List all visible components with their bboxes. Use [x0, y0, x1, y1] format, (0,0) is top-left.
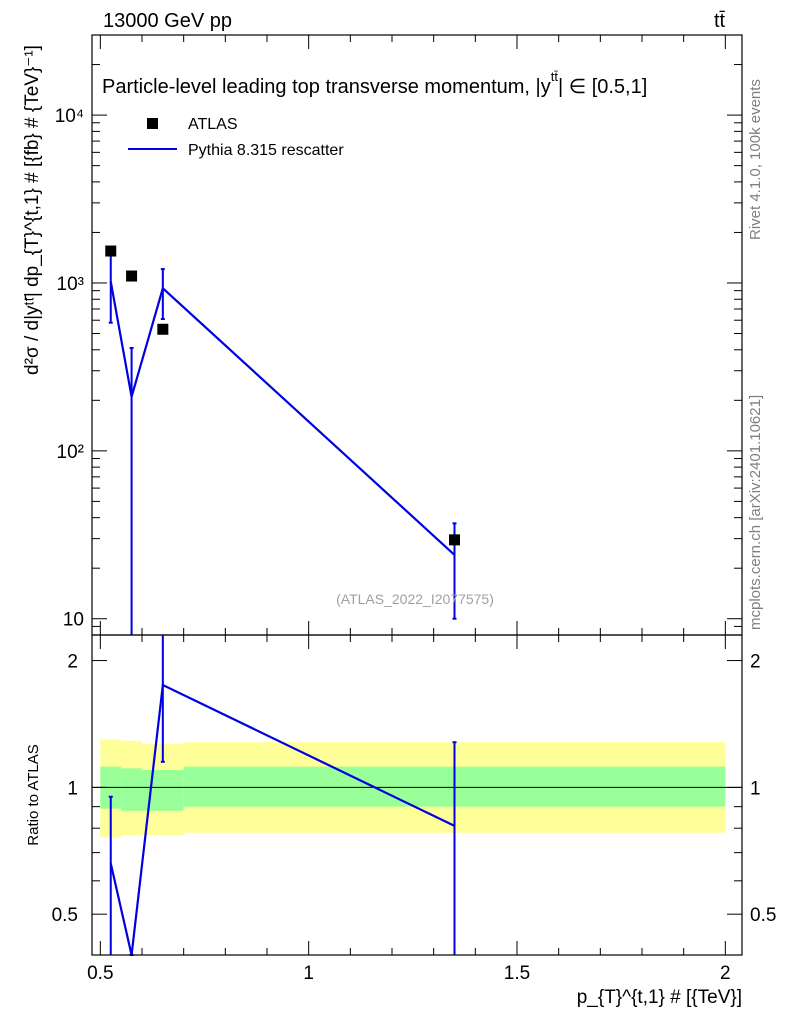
plot-title: Particle-level leading top transverse mo…: [102, 69, 647, 98]
x-tick-label: 1.5: [504, 963, 530, 984]
ratio-y-tick-label: 1: [67, 778, 78, 799]
analysis-watermark: (ATLAS_2022_I2077575): [336, 591, 494, 607]
ratio-y-tick-label-right: 1: [750, 778, 761, 799]
tick-labels: 0.5 1 1.5 2 10 10² 10³ 10⁴ 0.5 0.5 1 1 2 2: [52, 106, 777, 984]
plot-title-main: Particle-level leading top transverse mo…: [102, 76, 551, 98]
energy-label: 13000 GeV pp: [103, 10, 232, 32]
x-tick-label: 0.5: [87, 963, 113, 984]
legend-marker-atlas: [147, 118, 158, 129]
data-point: [126, 270, 138, 282]
main-y-axis-title: d²σ / d|yᵗᵗ̄| dp_{T}^{t,1} # [{fb} # {Te…: [22, 45, 43, 375]
y-tick-label: 10⁴: [55, 106, 84, 127]
ratio-y-axis-title: Ratio to ATLAS: [25, 744, 42, 845]
ratio-plot-frame: [91, 634, 743, 956]
band-inner-segment: [121, 768, 142, 811]
ratio-line: [109, 683, 455, 956]
y-tick-label: 10³: [57, 274, 84, 295]
legend-label-pythia: Pythia 8.315 rescatter: [188, 142, 344, 159]
plot-title-sup: tt̄: [551, 69, 559, 84]
ratio-y-tick-label-right: 0.5: [750, 905, 776, 926]
mc-series-ratio: [108, 635, 457, 956]
data-series-main: [105, 245, 460, 546]
x-tick-label: 2: [720, 963, 731, 984]
mcplots-label: mcplots.cern.ch [arXiv:2401.10621]: [747, 395, 764, 630]
process-label: tt̄: [714, 10, 726, 32]
ratio-y-tick-label-right: 2: [750, 652, 761, 673]
plot-title-tail: | ∈ [0.5,1]: [558, 76, 647, 98]
mc-series-main: [108, 254, 457, 635]
data-point: [157, 323, 169, 335]
data-point: [449, 534, 460, 546]
y-tick-label: 10: [63, 610, 84, 631]
mc-line: [109, 281, 456, 556]
y-tick-label: 10²: [57, 442, 84, 463]
legend-label-atlas: ATLAS: [188, 116, 238, 133]
x-axis-title: p_{T}^{t,1} # [{TeV}]: [577, 987, 742, 1008]
ratio-bands: [100, 739, 726, 838]
rivet-label: Rivet 4.1.0, 100k events: [747, 79, 764, 240]
data-point: [105, 245, 117, 257]
axis-ticks: [92, 34, 742, 956]
x-tick-label: 1: [303, 963, 314, 984]
ratio-y-tick-label: 0.5: [52, 905, 78, 926]
ratio-y-tick-label: 2: [67, 652, 78, 673]
